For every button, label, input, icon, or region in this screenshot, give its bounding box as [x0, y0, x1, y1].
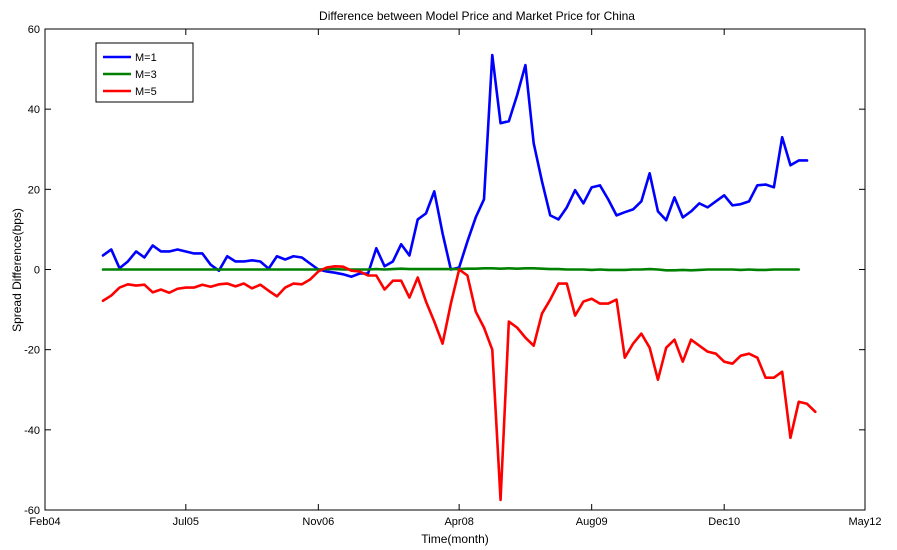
- y-tick-label: 0: [34, 265, 40, 277]
- y-tick-label: 60: [28, 24, 40, 36]
- legend-label: M=5: [135, 86, 157, 98]
- x-tick-label: Feb04: [29, 516, 60, 528]
- series-line-m3: [101, 266, 801, 272]
- x-tick-label: Jul05: [173, 516, 199, 528]
- y-tick-label: 20: [28, 184, 40, 196]
- x-tick-label: May12: [848, 516, 881, 528]
- x-axis-label: Time(month): [421, 532, 489, 546]
- chart-title: Difference between Model Price and Marke…: [319, 9, 635, 23]
- x-tick-label: Nov06: [302, 516, 334, 528]
- y-axis: -60 -40 -20 0 20 40 60: [24, 24, 865, 517]
- x-axis: Feb04 Jul05 Nov06 Apr08 Aug09 Dec10 May12: [29, 29, 882, 528]
- y-tick-label: -20: [24, 345, 40, 357]
- x-tick-label: Dec10: [708, 516, 740, 528]
- y-tick-label: -40: [24, 425, 40, 437]
- legend-label: M=3: [135, 69, 157, 81]
- x-tick-label: Apr08: [444, 516, 473, 528]
- legend-label: M=1: [135, 52, 157, 64]
- y-axis-label: Spread Difference(bps): [10, 208, 24, 332]
- y-tick-label: 40: [28, 104, 40, 116]
- y-tick-label: -60: [24, 505, 40, 517]
- legend: M=1 M=3 M=5: [95, 42, 194, 103]
- series-lines: [101, 53, 817, 502]
- series-line-m5: [101, 264, 817, 502]
- x-tick-label: Aug09: [576, 516, 608, 528]
